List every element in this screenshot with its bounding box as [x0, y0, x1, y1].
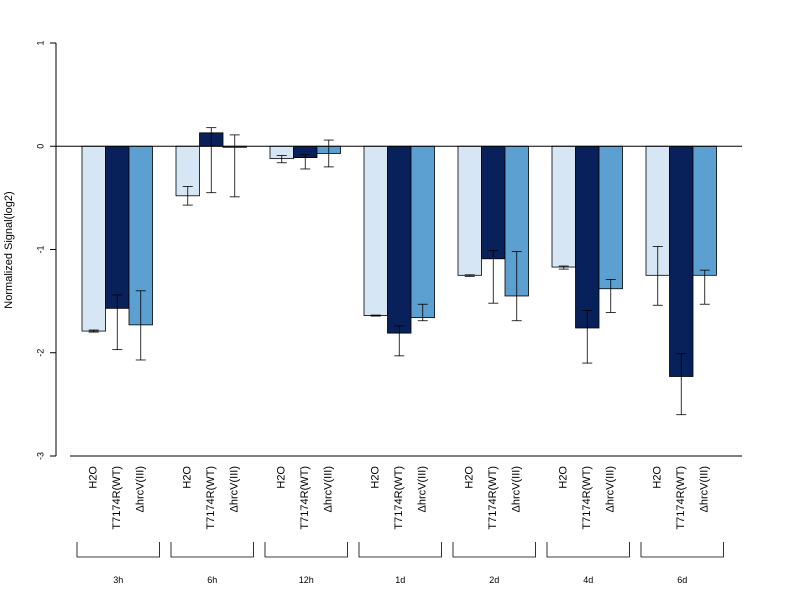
- bar: [669, 145, 694, 377]
- group-label: 2d: [489, 575, 499, 585]
- category-label: H2O: [182, 466, 194, 489]
- y-tick-label: -1: [35, 245, 45, 253]
- category-label: T7174R(WT): [487, 466, 499, 530]
- category-label: T7174R(WT): [111, 466, 123, 530]
- y-tick-label: 0: [35, 144, 45, 149]
- y-tick-label: -2: [35, 349, 45, 357]
- bars: [81, 132, 717, 377]
- category-label: ΔhrcV(III): [511, 466, 523, 512]
- bar: [81, 145, 106, 332]
- group-label: 3h: [113, 575, 123, 585]
- y-axis-title: Normalized Signal(log2): [3, 191, 15, 308]
- category-label: ΔhrcV(III): [229, 466, 241, 512]
- group-bracket: [170, 542, 254, 558]
- y-axis: -3 -2 -1 0 1: [35, 40, 57, 460]
- category-label: ΔhrcV(III): [605, 466, 617, 512]
- group-brackets: 3h 6h 12h 1d 2d 4d 6d: [76, 542, 724, 585]
- category-label: H2O: [88, 466, 100, 489]
- group-label: 4d: [583, 575, 593, 585]
- group-label: 6d: [677, 575, 687, 585]
- category-label: T7174R(WT): [205, 466, 217, 530]
- bar: [457, 145, 482, 276]
- category-label: H2O: [464, 466, 476, 489]
- y-tick-label: 1: [35, 40, 45, 45]
- category-label: T7174R(WT): [393, 466, 405, 530]
- bar: [387, 145, 412, 334]
- category-label: H2O: [370, 466, 382, 489]
- bar: [410, 145, 435, 319]
- category-label: ΔhrcV(III): [323, 466, 335, 512]
- group-label: 12h: [299, 575, 314, 585]
- category-label: ΔhrcV(III): [135, 466, 147, 512]
- category-label: H2O: [558, 466, 570, 489]
- bar: [692, 145, 717, 276]
- group-bracket: [640, 542, 724, 558]
- bar: [105, 145, 130, 309]
- group-bracket: [358, 542, 442, 558]
- category-label: ΔhrcV(III): [699, 466, 711, 512]
- category-label: T7174R(WT): [581, 466, 593, 530]
- group-bracket: [76, 542, 160, 558]
- category-label: H2O: [652, 466, 664, 489]
- group-bracket: [546, 542, 630, 558]
- x-labels: H2O T7174R(WT) ΔhrcV(III) H2O T7174R(WT) Δhrc…: [88, 466, 711, 530]
- category-label: T7174R(WT): [299, 466, 311, 530]
- category-label: ΔhrcV(III): [417, 466, 429, 512]
- bar: [575, 145, 600, 329]
- bar: [551, 145, 576, 268]
- error-bars: [88, 127, 710, 416]
- bar: [481, 145, 506, 260]
- group-bracket: [264, 542, 348, 558]
- category-label: T7174R(WT): [675, 466, 687, 530]
- category-label: H2O: [276, 466, 288, 489]
- group-label: 6h: [207, 575, 217, 585]
- group-label: 1d: [395, 575, 405, 585]
- y-tick-label: -3: [35, 452, 45, 460]
- bar: [363, 145, 388, 316]
- group-bracket: [452, 542, 536, 558]
- bar: [598, 145, 623, 290]
